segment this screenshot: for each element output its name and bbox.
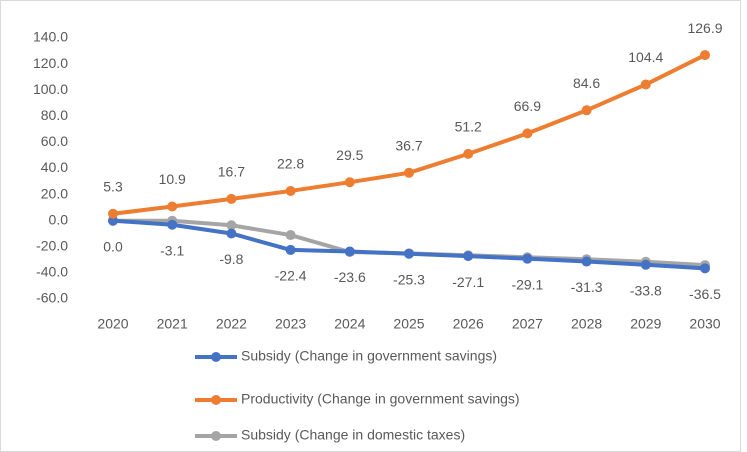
legend-label: Subsidy (Change in government savings) [241, 348, 497, 364]
data-label: 126.9 [687, 20, 722, 36]
y-tick-label: -60.0 [36, 290, 68, 306]
y-tick-label: 0.0 [49, 211, 69, 227]
data-label: 5.3 [103, 178, 123, 194]
data-label: -31.3 [571, 279, 603, 295]
data-label: -22.4 [275, 268, 307, 284]
data-label: -23.6 [334, 269, 366, 285]
x-tick-label: 2025 [393, 316, 424, 332]
data-point [522, 128, 533, 139]
data-label: -9.8 [219, 251, 243, 267]
data-label: 51.2 [455, 119, 482, 135]
data-point [522, 253, 533, 264]
x-tick-label: 2022 [216, 316, 247, 332]
x-tick-label: 2024 [334, 316, 365, 332]
legend-marker [211, 352, 221, 362]
x-tick-label: 2030 [689, 316, 720, 332]
x-tick-label: 2028 [571, 316, 602, 332]
data-label: 10.9 [159, 171, 186, 187]
x-tick-label: 2026 [453, 316, 484, 332]
legend-label: Subsidy (Change in domestic taxes) [241, 427, 465, 443]
data-point [108, 208, 118, 219]
legend-marker [211, 395, 221, 405]
data-point [700, 50, 710, 61]
data-point [108, 215, 118, 226]
data-point [285, 185, 296, 196]
y-tick-label: -20.0 [36, 238, 68, 254]
data-point [640, 259, 651, 270]
data-point [285, 244, 296, 255]
data-point [463, 251, 474, 262]
data-point [581, 105, 592, 116]
legend-label: Productivity (Change in government savin… [241, 391, 520, 407]
data-label: 66.9 [514, 98, 541, 114]
data-point [167, 219, 178, 230]
data-label: -33.8 [630, 283, 662, 299]
y-tick-label: 40.0 [41, 159, 68, 175]
data-label: -36.5 [689, 286, 721, 302]
data-point [581, 256, 592, 267]
data-point [404, 167, 414, 178]
x-tick-label: 2029 [630, 316, 661, 332]
y-tick-label: 100.0 [33, 81, 68, 97]
x-tick-label: 2021 [157, 316, 188, 332]
data-point [167, 201, 178, 212]
data-label: 22.8 [277, 156, 304, 172]
data-point [226, 220, 237, 231]
data-point [700, 263, 710, 274]
x-tick-label: 2027 [512, 316, 543, 332]
data-label: -25.3 [393, 271, 425, 287]
data-label: -29.1 [511, 276, 543, 292]
data-label: -3.1 [160, 242, 184, 258]
data-point [640, 79, 651, 90]
y-tick-label: 80.0 [41, 107, 68, 123]
data-point [226, 193, 237, 204]
data-point [344, 246, 355, 257]
data-label: 104.4 [628, 49, 663, 65]
y-tick-label: 120.0 [33, 55, 68, 71]
data-label: 16.7 [218, 164, 245, 180]
data-point [285, 230, 296, 241]
y-tick-label: 140.0 [33, 29, 68, 45]
data-label: 84.6 [573, 75, 600, 91]
data-label: 29.5 [336, 147, 363, 163]
y-tick-label: -40.0 [36, 264, 68, 280]
x-tick-label: 2020 [97, 316, 128, 332]
data-label: -27.1 [452, 274, 484, 290]
data-point [226, 228, 237, 239]
data-label: 0.0 [103, 238, 123, 254]
data-point [404, 248, 414, 259]
x-tick-label: 2023 [275, 316, 306, 332]
data-point [463, 148, 474, 159]
y-tick-label: 60.0 [41, 133, 68, 149]
legend-marker [211, 431, 221, 441]
data-point [344, 177, 355, 188]
y-tick-label: 20.0 [41, 185, 68, 201]
data-label: 36.7 [395, 138, 422, 154]
